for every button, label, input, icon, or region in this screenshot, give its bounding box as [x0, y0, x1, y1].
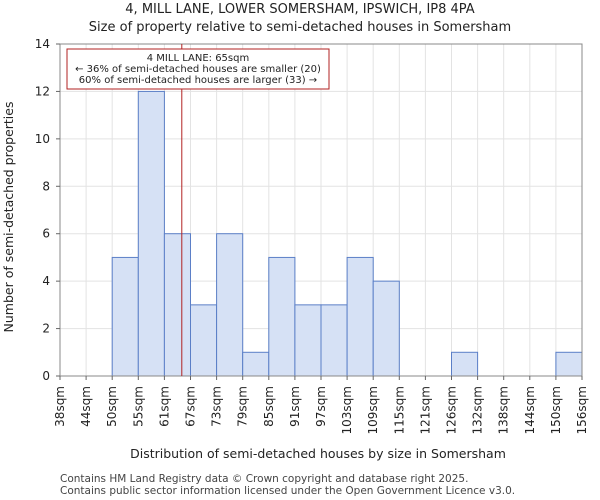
y-tick-label: 10	[35, 132, 50, 146]
x-tick-label: 103sqm	[340, 386, 354, 434]
histogram-bar	[242, 351, 270, 377]
histogram-bar	[163, 233, 191, 377]
x-axis-label: Distribution of semi-detached houses by …	[130, 446, 506, 461]
histogram-bar	[346, 256, 374, 377]
histogram-bar	[294, 304, 322, 377]
x-tick-label: 79sqm	[236, 386, 250, 427]
y-tick-label: 12	[35, 84, 50, 98]
histogram-bar	[451, 351, 479, 377]
annotation-line-3: 60% of semi-detached houses are larger (…	[79, 75, 317, 86]
footer-attribution-1: Contains HM Land Registry data © Crown c…	[60, 473, 469, 485]
x-tick-label: 97sqm	[314, 386, 328, 427]
histogram-bar	[111, 256, 139, 377]
chart-title-line1: 4, MILL LANE, LOWER SOMERSHAM, IPSWICH, …	[125, 2, 475, 17]
histogram-bar	[320, 304, 348, 377]
x-tick-label: 85sqm	[262, 386, 276, 427]
histogram-bar	[268, 256, 296, 377]
x-tick-label: 55sqm	[131, 386, 145, 427]
x-tick-label: 156sqm	[575, 386, 589, 434]
annotation-box	[66, 48, 330, 90]
x-tick-label: 73sqm	[210, 386, 224, 427]
x-tick-label: 109sqm	[366, 386, 380, 434]
y-tick-label: 0	[42, 369, 50, 383]
x-tick-label: 144sqm	[523, 386, 537, 434]
y-tick-label: 4	[42, 274, 50, 288]
histogram-bar	[216, 233, 244, 377]
x-tick-label: 38sqm	[53, 386, 67, 427]
x-tick-label: 150sqm	[549, 386, 563, 434]
histogram-bar	[555, 351, 583, 377]
x-tick-label: 126sqm	[445, 386, 459, 434]
y-tick-label: 8	[42, 179, 50, 193]
footer-attribution-2: Contains public sector information licen…	[60, 485, 516, 497]
y-tick-label: 2	[42, 322, 50, 336]
x-tick-label: 132sqm	[471, 386, 485, 434]
histogram-bar	[372, 280, 400, 377]
x-tick-label: 138sqm	[497, 386, 511, 434]
x-tick-label: 50sqm	[105, 386, 119, 427]
annotation-line-1: 4 MILL LANE: 65sqm	[147, 53, 249, 64]
chart-title-line2: Size of property relative to semi-detach…	[88, 20, 512, 35]
x-tick-label: 67sqm	[184, 386, 198, 427]
x-tick-label: 115sqm	[392, 386, 406, 434]
histogram-bar	[190, 304, 218, 377]
y-tick-label: 14	[35, 37, 50, 51]
annotation-line-2: ← 36% of semi-detached houses are smalle…	[75, 64, 321, 75]
y-axis-label: Number of semi-detached properties	[1, 102, 16, 333]
histogram-bar	[137, 90, 165, 377]
y-tick-label: 6	[42, 227, 50, 241]
x-tick-label: 61sqm	[157, 386, 171, 427]
x-tick-label: 121sqm	[418, 386, 432, 434]
x-tick-label: 91sqm	[288, 386, 302, 427]
x-tick-label: 44sqm	[79, 386, 93, 427]
